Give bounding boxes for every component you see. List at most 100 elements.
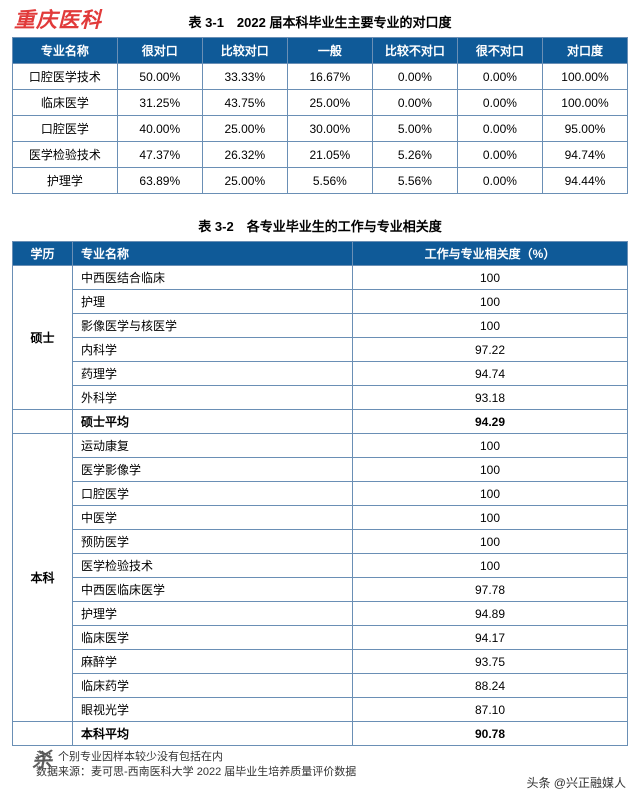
t2-avg-row: 本科平均90.78 xyxy=(13,722,628,746)
t1-cell: 25.00% xyxy=(287,90,372,116)
t1-cell: 临床医学 xyxy=(13,90,118,116)
t2-value-cell: 100 xyxy=(353,530,628,554)
t1-cell: 5.56% xyxy=(372,168,457,194)
t1-cell: 0.00% xyxy=(372,64,457,90)
t2-row: 外科学93.18 xyxy=(13,386,628,410)
t2-value-cell: 94.89 xyxy=(353,602,628,626)
t2-row: 护理100 xyxy=(13,290,628,314)
t2-header-0: 学历 xyxy=(13,242,73,266)
t2-value-cell: 94.74 xyxy=(353,362,628,386)
t2-major-cell: 内科学 xyxy=(73,338,353,362)
t2-value-cell: 100 xyxy=(353,314,628,338)
t2-row: 影像医学与核医学100 xyxy=(13,314,628,338)
t1-cell: 0.00% xyxy=(457,64,542,90)
t2-major-cell: 中西医结合临床 xyxy=(73,266,353,290)
t2-avg-row: 硕士平均94.29 xyxy=(13,410,628,434)
t1-header-4: 比较不对口 xyxy=(372,38,457,64)
t1-cell: 0.00% xyxy=(372,90,457,116)
t2-value-cell: 93.18 xyxy=(353,386,628,410)
t2-row: 眼视光学87.10 xyxy=(13,698,628,722)
t1-cell: 0.00% xyxy=(457,142,542,168)
t2-value-cell: 94.17 xyxy=(353,626,628,650)
t1-cell: 5.26% xyxy=(372,142,457,168)
t1-cell: 30.00% xyxy=(287,116,372,142)
t1-row-0: 口腔医学技术50.00%33.33%16.67%0.00%0.00%100.00… xyxy=(13,64,628,90)
t1-row-2: 口腔医学40.00%25.00%30.00%5.00%0.00%95.00% xyxy=(13,116,628,142)
t2-major-cell: 药理学 xyxy=(73,362,353,386)
t2-major-cell: 预防医学 xyxy=(73,530,353,554)
t1-cell: 医学检验技术 xyxy=(13,142,118,168)
t2-degree-cell: 硕士 xyxy=(13,266,73,410)
table-2: 学历专业名称工作与专业相关度（%） 硕士中西医结合临床100护理100影像医学与… xyxy=(12,241,628,746)
t2-avg-blank xyxy=(13,410,73,434)
t2-major-cell: 中西医临床医学 xyxy=(73,578,353,602)
t1-header-2: 比较对口 xyxy=(202,38,287,64)
t2-major-cell: 医学检验技术 xyxy=(73,554,353,578)
t2-major-cell: 医学影像学 xyxy=(73,458,353,482)
t2-value-cell: 100 xyxy=(353,434,628,458)
t1-header-1: 很对口 xyxy=(117,38,202,64)
t1-cell: 21.05% xyxy=(287,142,372,168)
t2-row: 中医学100 xyxy=(13,506,628,530)
t1-cell: 43.75% xyxy=(202,90,287,116)
t2-value-cell: 93.75 xyxy=(353,650,628,674)
t2-major-cell: 临床医学 xyxy=(73,626,353,650)
t2-degree-cell: 本科 xyxy=(13,434,73,722)
note-line-1: 注：个别专业因样本较少没有包括在内 xyxy=(36,750,628,765)
t2-header-1: 专业名称 xyxy=(73,242,353,266)
t1-cell: 口腔医学 xyxy=(13,116,118,142)
t2-header-2: 工作与专业相关度（%） xyxy=(353,242,628,266)
t2-row: 预防医学100 xyxy=(13,530,628,554)
t1-header-0: 专业名称 xyxy=(13,38,118,64)
t1-cell: 25.00% xyxy=(202,116,287,142)
t1-header-3: 一般 xyxy=(287,38,372,64)
t2-value-cell: 100 xyxy=(353,458,628,482)
attribution: 头条 @兴正融媒人 xyxy=(526,774,626,791)
t2-row: 临床医学94.17 xyxy=(13,626,628,650)
t2-major-cell: 护理学 xyxy=(73,602,353,626)
t2-value-cell: 100 xyxy=(353,506,628,530)
t1-header-5: 很不对口 xyxy=(457,38,542,64)
t1-row-3: 医学检验技术47.37%26.32%21.05%5.26%0.00%94.74% xyxy=(13,142,628,168)
t2-major-cell: 影像医学与核医学 xyxy=(73,314,353,338)
t2-value-cell: 100 xyxy=(353,266,628,290)
t1-cell: 63.89% xyxy=(117,168,202,194)
t1-cell: 5.56% xyxy=(287,168,372,194)
t1-cell: 0.00% xyxy=(457,116,542,142)
t1-cell: 47.37% xyxy=(117,142,202,168)
t1-cell: 26.32% xyxy=(202,142,287,168)
t2-major-cell: 护理 xyxy=(73,290,353,314)
t1-cell: 100.00% xyxy=(542,64,627,90)
t1-header-6: 对口度 xyxy=(542,38,627,64)
t2-avg-label: 硕士平均 xyxy=(73,410,353,434)
t2-major-cell: 外科学 xyxy=(73,386,353,410)
t1-cell: 31.25% xyxy=(117,90,202,116)
t1-cell: 94.74% xyxy=(542,142,627,168)
t2-value-cell: 100 xyxy=(353,482,628,506)
t1-cell: 95.00% xyxy=(542,116,627,142)
t2-avg-value: 94.29 xyxy=(353,410,628,434)
t2-row: 护理学94.89 xyxy=(13,602,628,626)
t1-row-1: 临床医学31.25%43.75%25.00%0.00%0.00%100.00% xyxy=(13,90,628,116)
t2-avg-blank xyxy=(13,722,73,746)
t2-row: 口腔医学100 xyxy=(13,482,628,506)
t2-avg-label: 本科平均 xyxy=(73,722,353,746)
t2-row: 本科运动康复100 xyxy=(13,434,628,458)
t2-row: 麻醉学93.75 xyxy=(13,650,628,674)
t1-cell: 94.44% xyxy=(542,168,627,194)
t1-cell: 25.00% xyxy=(202,168,287,194)
t1-cell: 100.00% xyxy=(542,90,627,116)
t2-major-cell: 口腔医学 xyxy=(73,482,353,506)
t2-value-cell: 87.10 xyxy=(353,698,628,722)
t1-cell: 50.00% xyxy=(117,64,202,90)
t2-row: 硕士中西医结合临床100 xyxy=(13,266,628,290)
table2-title: 表 3-2 各专业毕业生的工作与专业相关度 xyxy=(12,216,628,235)
t1-cell: 0.00% xyxy=(457,168,542,194)
t2-value-cell: 97.78 xyxy=(353,578,628,602)
t2-value-cell: 97.22 xyxy=(353,338,628,362)
t2-row: 内科学97.22 xyxy=(13,338,628,362)
t2-major-cell: 眼视光学 xyxy=(73,698,353,722)
t1-row-4: 护理学63.89%25.00%5.56%5.56%0.00%94.44% xyxy=(13,168,628,194)
t2-row: 中西医临床医学97.78 xyxy=(13,578,628,602)
table1-title: 表 3-1 2022 届本科毕业生主要专业的对口度 xyxy=(12,12,628,31)
